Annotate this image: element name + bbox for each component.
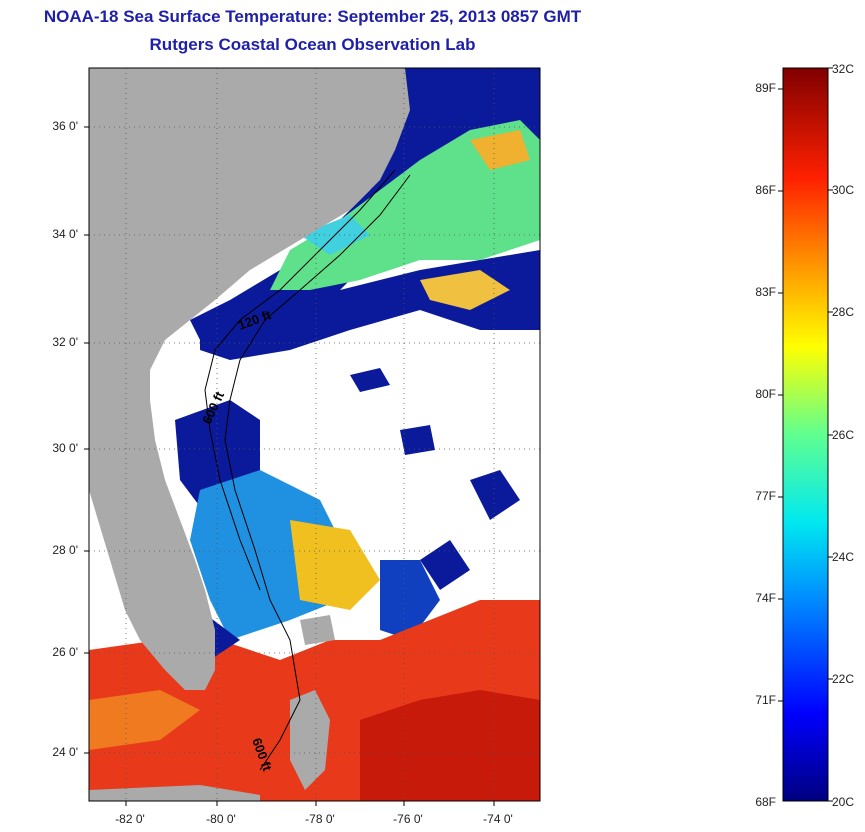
colorbar-f-label: 74F (755, 591, 776, 605)
title-line-1: NOAA-18 Sea Surface Temperature: Septemb… (43, 7, 582, 26)
map-frame (88, 67, 541, 802)
land-bahamas-small (300, 615, 335, 645)
lon-tick-label: -76 0' (393, 812, 423, 826)
colorbar-c-label: 32C (832, 62, 855, 76)
yellow-band-south (290, 520, 380, 610)
colorbar-f-label: 89F (755, 81, 776, 95)
colorbar-f-label: 71F (755, 693, 776, 707)
contour-600ft (224, 174, 411, 771)
cold-patch-4 (420, 540, 470, 590)
title-line-2: Rutgers Coastal Ocean Observation Lab (149, 35, 476, 54)
cold-patch-1 (350, 368, 390, 392)
colorbar (782, 67, 829, 802)
colorbar-f-label: 68F (755, 795, 776, 809)
contour-120ft (204, 169, 396, 591)
lat-tick-label: 24 0' (52, 745, 78, 759)
colorbar-f-label: 80F (755, 387, 776, 401)
cold-band-south (380, 560, 440, 640)
colorbar-c-label: 28C (832, 305, 855, 319)
cold-patch-2 (400, 425, 435, 455)
lat-tick-label: 26 0' (52, 645, 78, 659)
axis-ticks (84, 126, 495, 806)
colorbar-c-label: 20C (832, 795, 855, 809)
lat-tick-label: 36 0' (52, 119, 78, 133)
lat-tick-label: 34 0' (52, 227, 78, 241)
lon-tick-label: -74 0' (483, 812, 513, 826)
lat-tick-label: 28 0' (52, 543, 78, 557)
colorbar-f-label: 83F (755, 285, 776, 299)
lat-tick-label: 32 0' (52, 335, 78, 349)
lon-tick-label: -82 0' (115, 812, 145, 826)
colorbar-c-label: 24C (832, 550, 855, 564)
hot-water-gulfstream (360, 690, 540, 801)
warm-patch-north (470, 130, 530, 170)
graticule (89, 68, 540, 801)
colorbar-c-label: 30C (832, 183, 855, 197)
colorbar-c-label: 26C (832, 428, 855, 442)
colorbar-f-label: 86F (755, 183, 776, 197)
lat-tick-label: 30 0' (52, 441, 78, 455)
lon-tick-label: -80 0' (206, 812, 236, 826)
colorbar-ticks (778, 67, 833, 802)
colorbar-c-label: 22C (832, 672, 855, 686)
cold-patch-3 (470, 470, 520, 520)
map-panel (89, 68, 540, 801)
warm-patch-north-2 (420, 270, 510, 310)
orange-band-south (89, 690, 200, 750)
lon-tick-label: -78 0' (305, 812, 335, 826)
colorbar-f-label: 77F (755, 489, 776, 503)
land-andros-island (290, 690, 330, 790)
land-us-southeast (89, 68, 410, 690)
